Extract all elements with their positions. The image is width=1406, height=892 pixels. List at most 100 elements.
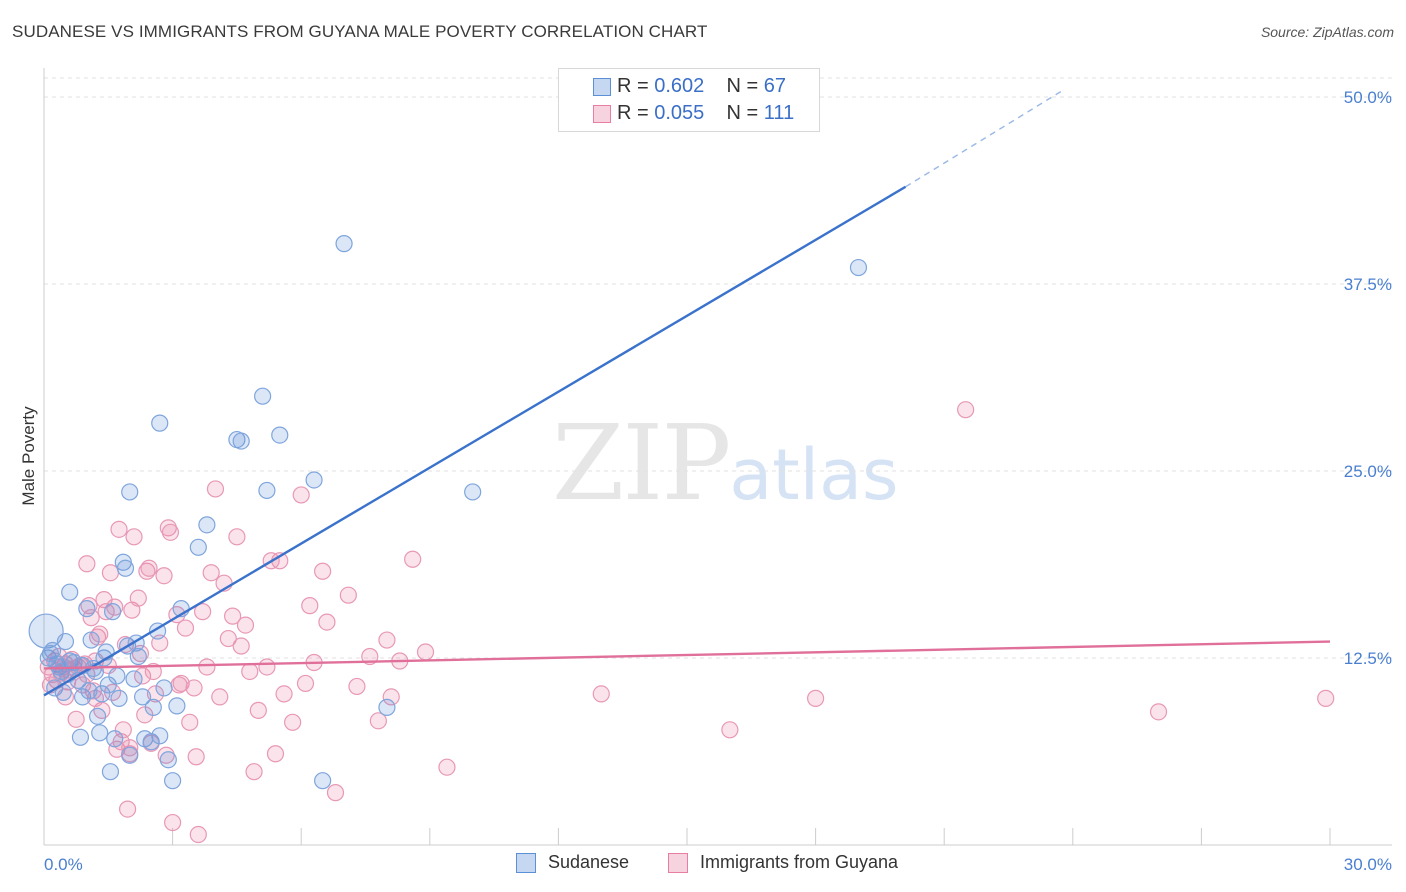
point-guyana xyxy=(382,688,400,706)
trend-line-sudanese-extension xyxy=(905,88,1065,188)
series-sudanese-points xyxy=(28,235,868,790)
point-guyana xyxy=(1317,689,1335,707)
point-sudanese xyxy=(93,685,111,703)
point-sudanese xyxy=(61,583,79,601)
point-sudanese xyxy=(121,746,139,764)
point-sudanese xyxy=(108,667,126,685)
point-sudanese xyxy=(103,603,122,621)
bottom-legend-swatch-blue xyxy=(516,853,536,873)
point-sudanese xyxy=(464,483,482,501)
watermark-atlas: atlas xyxy=(729,434,899,516)
point-sudanese xyxy=(254,387,272,405)
point-sudanese xyxy=(101,763,120,781)
point-guyana xyxy=(181,713,199,731)
tick-labels: 12.5% 25.0% 37.5% 50.0% 0.0% 30.0% xyxy=(44,88,1392,874)
gridlines xyxy=(44,77,1392,659)
point-sudanese xyxy=(121,483,139,501)
point-sudanese xyxy=(232,432,250,450)
point-sudanese xyxy=(258,481,276,500)
point-sudanese xyxy=(849,258,868,277)
point-sudanese xyxy=(159,751,177,769)
legend-n-label: N = xyxy=(726,102,764,124)
y-tick-label: 25.0% xyxy=(1344,462,1392,481)
x-tick-label-max: 30.0% xyxy=(1344,855,1392,874)
y-tick-label: 50.0% xyxy=(1344,88,1392,107)
point-sudanese xyxy=(56,632,75,651)
point-sudanese xyxy=(335,235,353,253)
point-sudanese xyxy=(125,670,143,688)
point-sudanese xyxy=(189,538,207,556)
point-guyana xyxy=(157,746,175,764)
point-sudanese xyxy=(151,414,169,432)
point-guyana xyxy=(236,616,255,634)
point-sudanese xyxy=(305,471,323,489)
point-guyana xyxy=(1149,703,1168,721)
legend-n-label: N = xyxy=(726,75,764,97)
legend-r-label: R = xyxy=(617,102,655,124)
point-sudanese xyxy=(80,682,98,700)
point-sudanese xyxy=(116,559,135,577)
point-sudanese xyxy=(106,730,124,748)
point-guyana xyxy=(110,520,128,538)
point-guyana xyxy=(266,745,285,763)
point-guyana xyxy=(129,589,147,607)
trend-lines xyxy=(43,88,1331,697)
point-sudanese xyxy=(378,698,396,716)
point-guyana xyxy=(78,555,96,573)
point-guyana xyxy=(348,677,366,696)
point-sudanese xyxy=(155,679,173,697)
point-guyana xyxy=(404,550,422,568)
legend: R = 0.602 N = 67 R = 0.055 N = 111 xyxy=(558,68,820,132)
point-guyana xyxy=(326,784,345,802)
bottom-legend-label: Immigrants from Guyana xyxy=(700,852,899,872)
point-guyana xyxy=(125,528,143,546)
source-label: Source: ZipAtlas.com xyxy=(1260,24,1394,40)
point-guyana xyxy=(176,619,195,637)
point-sudanese xyxy=(43,641,62,660)
point-sudanese xyxy=(168,697,186,715)
point-guyana xyxy=(296,674,315,693)
legend-swatch-pink xyxy=(593,105,611,123)
point-guyana xyxy=(206,480,225,498)
point-sudanese xyxy=(71,728,90,746)
point-guyana xyxy=(219,629,237,648)
point-guyana xyxy=(172,674,190,693)
point-sudanese xyxy=(144,698,162,716)
point-guyana xyxy=(301,597,319,615)
bottom-legend-swatch-pink xyxy=(668,853,688,873)
point-guyana xyxy=(592,685,610,703)
point-guyana xyxy=(416,643,435,661)
point-guyana xyxy=(91,625,109,643)
point-sudanese xyxy=(82,631,100,649)
legend-r-value: 0.602 xyxy=(654,75,705,97)
legend-r-value: 0.055 xyxy=(654,102,705,124)
legend-swatch-blue xyxy=(593,78,611,96)
y-tick-label: 37.5% xyxy=(1344,275,1392,294)
point-guyana xyxy=(241,662,259,681)
legend-n-value: 111 xyxy=(763,102,795,124)
point-sudanese xyxy=(164,772,182,790)
point-guyana xyxy=(232,637,250,655)
point-guyana xyxy=(198,658,216,676)
x-tick-label-min: 0.0% xyxy=(44,855,83,874)
point-guyana xyxy=(82,609,100,627)
point-guyana xyxy=(155,567,173,585)
point-sudanese xyxy=(271,426,289,444)
point-sudanese xyxy=(91,724,109,742)
point-sudanese xyxy=(133,688,152,706)
trend-line-guyana xyxy=(43,640,1331,670)
y-tick-label: 12.5% xyxy=(1344,649,1392,668)
point-sudanese xyxy=(78,600,96,618)
point-guyana xyxy=(140,559,158,577)
point-guyana xyxy=(721,721,739,739)
point-guyana xyxy=(224,607,242,625)
point-guyana xyxy=(378,631,396,649)
point-sudanese xyxy=(41,644,60,663)
point-guyana xyxy=(806,689,825,707)
series-guyana-points xyxy=(39,401,1335,844)
point-guyana xyxy=(249,701,267,719)
y-axis-label: Male Poverty xyxy=(19,406,38,506)
point-guyana xyxy=(314,562,332,580)
point-guyana xyxy=(67,710,85,728)
